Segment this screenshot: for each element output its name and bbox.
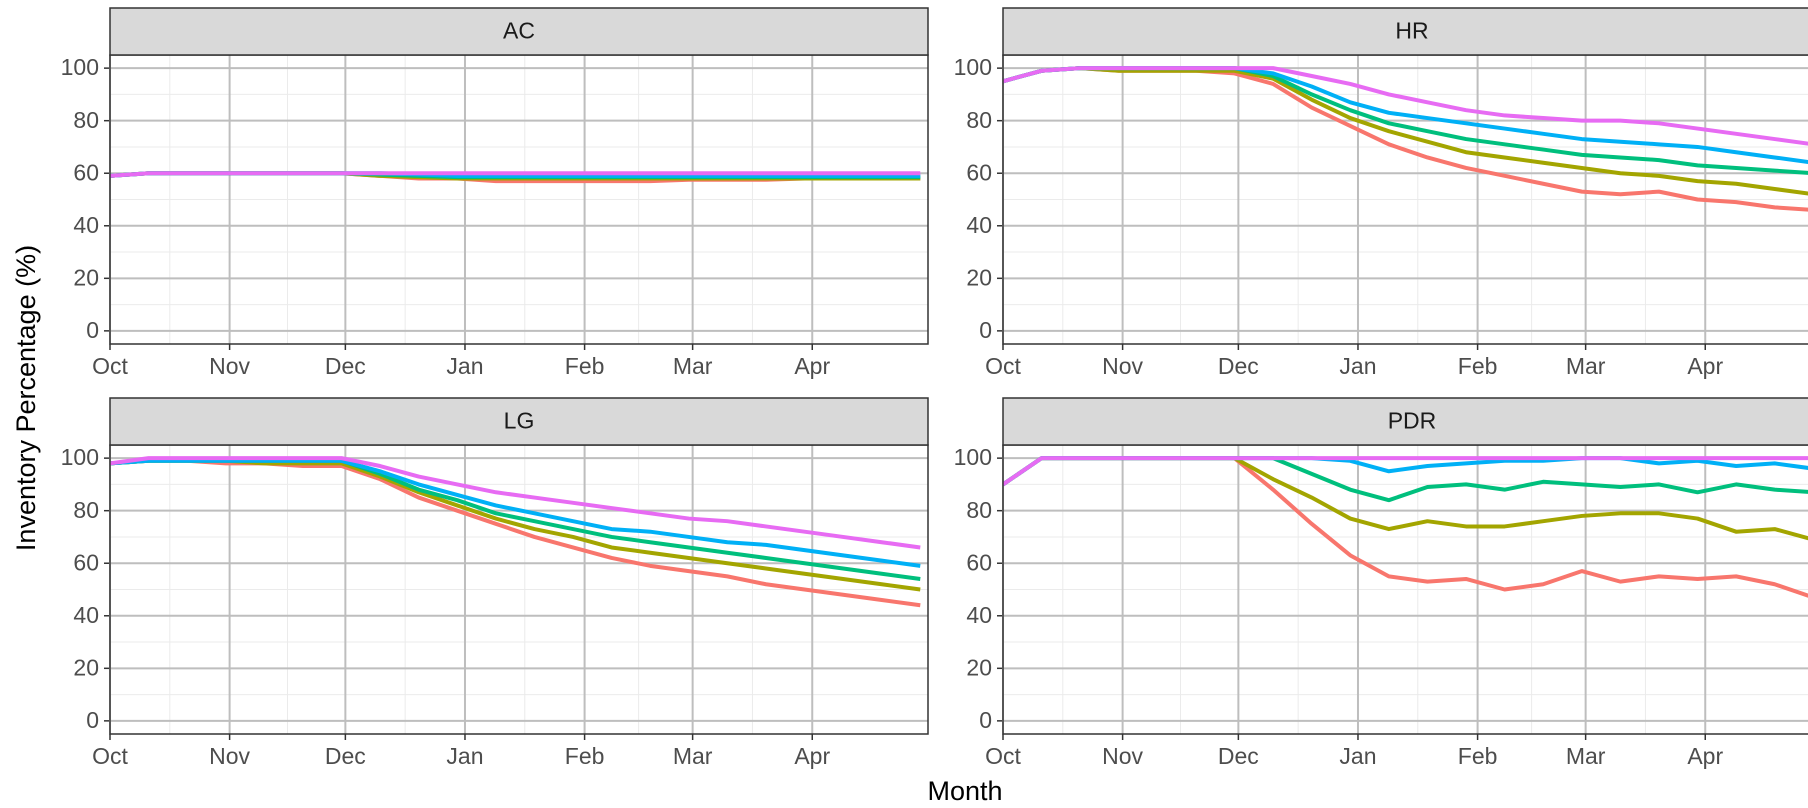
series-line (1003, 66, 1808, 196)
y-tick-label: 100 (954, 54, 992, 80)
x-tick-label: Oct (985, 743, 1021, 769)
y-tick-label: 0 (86, 707, 99, 733)
x-tick-label: Feb (1458, 743, 1498, 769)
y-tick-label: 40 (73, 602, 99, 628)
x-tick-label: Oct (92, 353, 128, 379)
x-tick-label: Oct (92, 743, 128, 769)
x-tick-label: Nov (1102, 353, 1143, 379)
plot-area (110, 171, 921, 184)
y-tick-label: 60 (966, 159, 992, 185)
x-tick-label: Dec (325, 743, 366, 769)
x-tick-label: Mar (1566, 743, 1606, 769)
y-tick-label: 20 (73, 264, 99, 290)
y-tick-label: 100 (954, 444, 992, 470)
x-axis-title: Month (927, 776, 1002, 806)
y-tick-label: 0 (979, 707, 992, 733)
x-tick-label: Jan (446, 743, 483, 769)
y-tick-label: 60 (966, 549, 992, 575)
y-tick-label: 80 (966, 107, 992, 133)
strip-text: AC (503, 18, 535, 44)
y-tick-label: 60 (73, 549, 99, 575)
y-tick-label: 80 (966, 497, 992, 523)
y-tick-label: 20 (73, 654, 99, 680)
x-tick-label: Feb (565, 743, 605, 769)
y-tick-label: 60 (73, 159, 99, 185)
x-tick-label: Apr (794, 743, 830, 769)
y-axis-title: Inventory Percentage (%) (11, 245, 41, 551)
x-tick-label: Jan (1339, 353, 1376, 379)
y-tick-label: 0 (86, 317, 99, 343)
series-line (110, 456, 921, 550)
y-tick-label: 20 (966, 654, 992, 680)
y-tick-label: 40 (73, 212, 99, 238)
x-tick-label: Apr (1687, 353, 1723, 379)
x-tick-label: Jan (446, 353, 483, 379)
y-tick-label: 40 (966, 602, 992, 628)
x-tick-label: Dec (1218, 743, 1259, 769)
strip (1002, 397, 1808, 446)
strip-text: PDR (1388, 408, 1437, 434)
y-tick-label: 80 (73, 107, 99, 133)
strip-text: HR (1395, 18, 1428, 44)
y-tick-label: 80 (73, 497, 99, 523)
plot-area (1003, 456, 1808, 598)
plot-area (110, 456, 921, 608)
series-line (110, 171, 921, 178)
y-tick-label: 100 (61, 54, 99, 80)
x-tick-label: Nov (1102, 743, 1143, 769)
strip (1002, 7, 1808, 56)
series-line (1003, 66, 1808, 146)
x-tick-label: Apr (1687, 743, 1723, 769)
x-tick-label: Jan (1339, 743, 1376, 769)
x-tick-label: Feb (565, 353, 605, 379)
x-tick-label: Apr (794, 353, 830, 379)
x-tick-label: Dec (1218, 353, 1259, 379)
x-tick-label: Oct (985, 353, 1021, 379)
series-line (110, 458, 921, 568)
x-tick-label: Nov (209, 353, 250, 379)
x-tick-label: Mar (1566, 353, 1606, 379)
y-tick-label: 20 (966, 264, 992, 290)
y-tick-label: 100 (61, 444, 99, 470)
x-tick-label: Feb (1458, 353, 1498, 379)
y-tick-label: 40 (966, 212, 992, 238)
x-tick-label: Mar (673, 353, 713, 379)
x-tick-label: Nov (209, 743, 250, 769)
x-tick-label: Dec (325, 353, 366, 379)
y-tick-label: 0 (979, 317, 992, 343)
strip (109, 397, 929, 446)
strip (109, 7, 929, 56)
strip-text: LG (504, 408, 535, 434)
series-line (1003, 456, 1808, 487)
plot-area (1003, 66, 1808, 212)
x-tick-label: Mar (673, 743, 713, 769)
